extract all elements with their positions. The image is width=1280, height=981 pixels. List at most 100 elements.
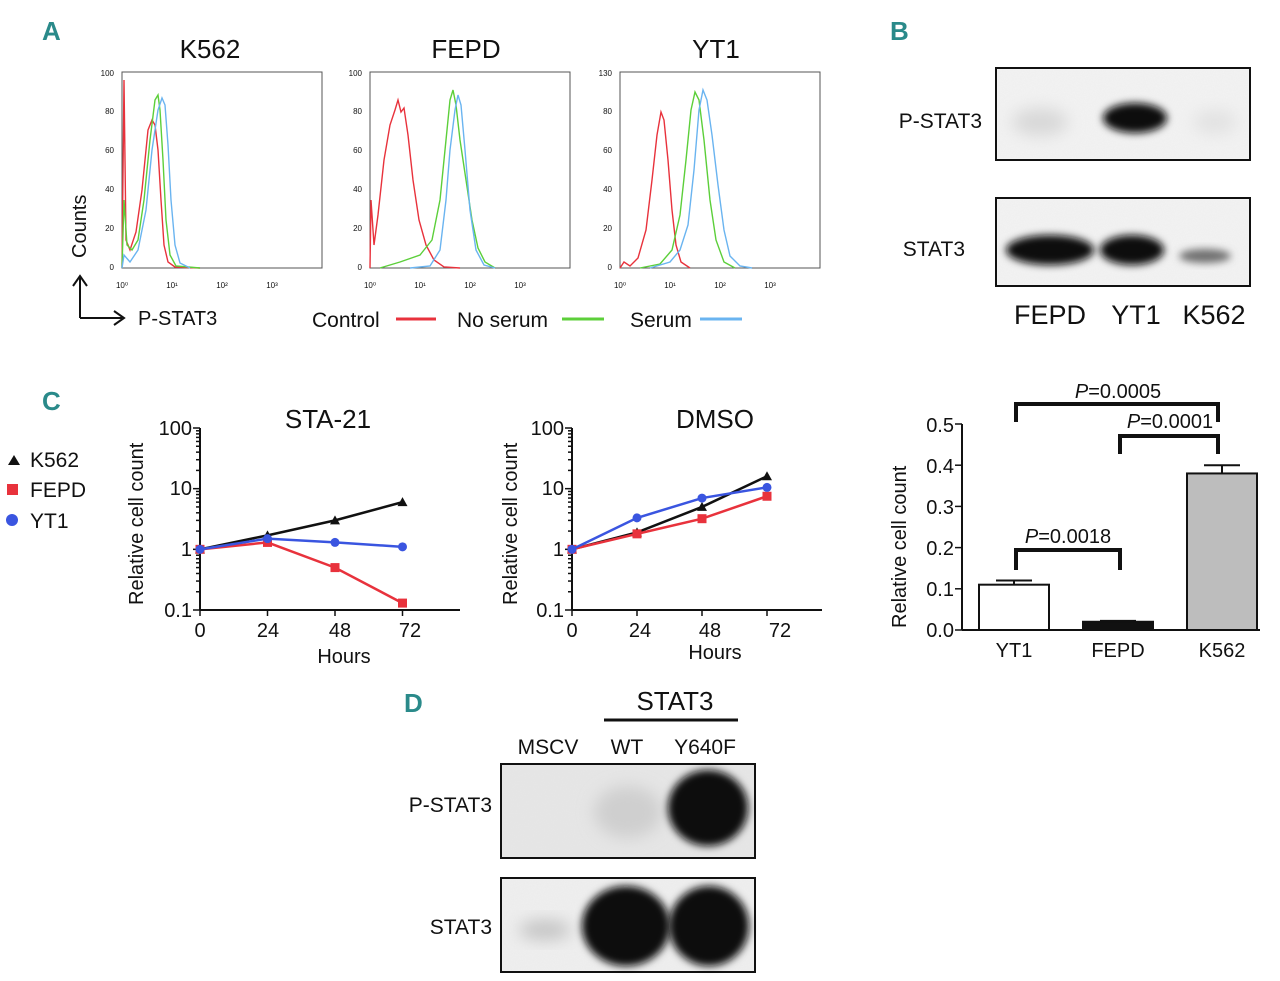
series-line-yt1 bbox=[199, 537, 403, 551]
data-point-yt1 bbox=[567, 544, 577, 554]
x-tick-label: 10³ bbox=[514, 281, 526, 290]
histogram-curve-serum bbox=[649, 87, 753, 269]
histogram-curve-serum bbox=[409, 94, 496, 269]
panel-letter-d: D bbox=[404, 688, 423, 718]
bars-group bbox=[978, 464, 1258, 632]
pstat3-axis-label: P-STAT3 bbox=[138, 308, 217, 330]
y-tick-label: 60 bbox=[353, 146, 362, 155]
x-tick-labels: 0 24 48 72 bbox=[566, 620, 791, 642]
blot-row-label: STAT3 bbox=[430, 916, 492, 939]
blot-lane-labels: FEPD YT1 K562 bbox=[1014, 300, 1246, 330]
histogram-frame bbox=[619, 71, 821, 269]
p-value-label: P=0.0005 bbox=[1075, 381, 1161, 403]
x-tick-label: 72 bbox=[769, 620, 791, 642]
panel-letter-b: B bbox=[890, 16, 909, 46]
y-tick-labels: 0.1 1 10 100 bbox=[531, 418, 564, 622]
blot-band-faint bbox=[1012, 108, 1068, 136]
histogram-curve-control bbox=[369, 97, 461, 269]
data-point-yt1 bbox=[632, 513, 642, 523]
blot-band-faint bbox=[594, 786, 662, 838]
lane-label: Y640F bbox=[674, 736, 736, 759]
data-point-yt1 bbox=[263, 534, 272, 544]
axis-ticks bbox=[955, 423, 962, 631]
x-tick-label: 10³ bbox=[266, 281, 278, 290]
x-axis-label: Hours bbox=[317, 646, 370, 668]
data-point-fepd bbox=[398, 598, 407, 608]
significance-bracket-fepd-k562: P=0.0001 bbox=[1118, 411, 1220, 454]
histogram-frame bbox=[121, 71, 323, 269]
legend-label-control: Control bbox=[312, 309, 380, 332]
panel-b: B P-STAT3 STAT3 FEPD YT1 K562 bbox=[890, 16, 1251, 330]
y-tick-label: 0.1 bbox=[536, 600, 564, 622]
blot-band-strong bbox=[1006, 235, 1094, 265]
data-point-k562 bbox=[697, 501, 707, 511]
blot-band-strong bbox=[669, 886, 749, 966]
legend-label-yt1: YT1 bbox=[30, 510, 69, 533]
x-tick-label: 10⁰ bbox=[614, 281, 626, 290]
y-tick-label: 100 bbox=[101, 69, 115, 78]
x-tick-labels: YT1 FEPD K562 bbox=[996, 640, 1246, 662]
p-value-prefix: P bbox=[1075, 381, 1089, 403]
data-point-fepd bbox=[762, 491, 772, 501]
data-point-k562 bbox=[330, 515, 340, 525]
category-label: YT1 bbox=[996, 640, 1033, 662]
y-tick-labels: 0.0 0.1 0.2 0.3 0.4 0.5 bbox=[926, 415, 954, 642]
data-point-yt1 bbox=[697, 493, 707, 503]
y-tick-label: 20 bbox=[353, 224, 362, 233]
x-tick-label: 10² bbox=[714, 281, 726, 290]
histogram-frame bbox=[369, 71, 571, 269]
series-line-yt1 bbox=[571, 486, 768, 551]
histogram-legend: Control No serum Serum bbox=[312, 309, 742, 332]
blot-stat3: STAT3 bbox=[903, 197, 1251, 287]
histogram-yticks: 0 20 40 60 80 100 130 bbox=[599, 69, 613, 272]
data-point-yt1 bbox=[398, 542, 407, 552]
y-tick-label: 1 bbox=[181, 539, 192, 561]
x-tick-label: 24 bbox=[629, 620, 651, 642]
y-tick-label: 20 bbox=[603, 224, 612, 233]
histogram-xticks: 10⁰ 10¹ 10² 10³ bbox=[116, 281, 278, 290]
legend-label-serum: Serum bbox=[630, 309, 692, 332]
x-tick-label: 48 bbox=[699, 620, 721, 642]
series-group bbox=[195, 497, 408, 608]
blot-band-strong bbox=[1100, 235, 1164, 265]
significance-bracket-yt1-k562: P=0.0005 bbox=[1014, 381, 1220, 422]
y-tick-label: 20 bbox=[105, 224, 114, 233]
lane-label: MSCV bbox=[518, 736, 579, 759]
y-tick-label: 0.4 bbox=[926, 456, 954, 478]
y-tick-label: 80 bbox=[353, 107, 362, 116]
histogram-yt1: YT1 0 20 40 60 80 100 130 10⁰ 10¹ 10² 10… bbox=[599, 34, 821, 290]
series-line-k562 bbox=[199, 500, 403, 551]
panel-letter-a: A bbox=[42, 16, 61, 46]
histogram-curve-control bbox=[121, 79, 201, 269]
blot-band-strong bbox=[582, 886, 670, 966]
axis-arrows bbox=[72, 274, 126, 326]
y-axis-label: Relative cell count bbox=[126, 442, 148, 605]
blot-band-medium bbox=[1179, 249, 1231, 263]
y-tick-label: 10 bbox=[542, 478, 564, 500]
series-line-fepd bbox=[199, 541, 404, 605]
blot-row-label: P-STAT3 bbox=[409, 794, 492, 817]
p-value-prefix: P bbox=[1025, 526, 1039, 548]
histogram-yticks: 0 20 40 60 80 100 bbox=[101, 69, 115, 272]
series-group bbox=[567, 471, 772, 554]
histogram-k562: K562 0 20 40 60 80 100 10⁰ 10¹ 10² 10³ bbox=[101, 34, 323, 290]
panel-a: A K562 0 20 40 60 80 100 10⁰ 10¹ 10² 10³ bbox=[42, 16, 821, 332]
p-value-text: =0.0018 bbox=[1038, 526, 1111, 548]
series-line-k562 bbox=[571, 475, 768, 551]
p-value-prefix: P bbox=[1127, 411, 1141, 433]
y-tick-label: 60 bbox=[603, 146, 612, 155]
line-chart-sta21: STA-21 0.1 1 10 100 0 24 48 72 Hours Rel… bbox=[126, 404, 460, 668]
counts-axis-label: Counts bbox=[69, 195, 91, 258]
data-point-yt1 bbox=[330, 537, 340, 547]
blot-stat3: STAT3 bbox=[430, 877, 756, 973]
panel-c: C K562 FEPD YT1 STA-21 0.1 1 10 100 0 24 bbox=[6, 381, 1260, 668]
blot-row-label: STAT3 bbox=[903, 238, 965, 261]
y-axis-label: Relative cell count bbox=[500, 442, 522, 605]
p-value-label: P=0.0001 bbox=[1127, 411, 1213, 433]
x-tick-label: 24 bbox=[257, 620, 279, 642]
group-label: STAT3 bbox=[636, 686, 713, 716]
lane-label: WT bbox=[611, 736, 644, 759]
x-tick-label: 10¹ bbox=[414, 281, 426, 290]
chart-title: STA-21 bbox=[285, 404, 371, 434]
